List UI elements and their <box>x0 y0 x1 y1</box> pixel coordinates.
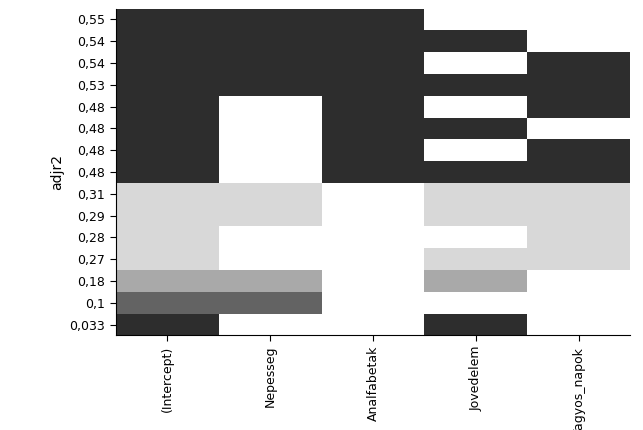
Bar <box>219 9 322 31</box>
Bar <box>322 205 424 227</box>
Bar <box>527 313 630 335</box>
Bar <box>322 270 424 292</box>
Bar <box>527 117 630 139</box>
Bar <box>116 292 219 313</box>
Bar <box>322 313 424 335</box>
Bar <box>322 117 424 139</box>
Bar <box>322 9 424 31</box>
Bar <box>322 248 424 270</box>
Bar <box>116 117 219 139</box>
Bar <box>322 139 424 161</box>
Bar <box>116 183 219 205</box>
Bar <box>322 74 424 96</box>
Bar <box>116 227 219 248</box>
Bar <box>116 31 219 52</box>
Bar <box>322 227 424 248</box>
Bar <box>116 74 219 96</box>
Bar <box>424 313 527 335</box>
Bar <box>219 227 322 248</box>
Bar <box>424 292 527 313</box>
Bar <box>424 52 527 74</box>
Bar <box>116 139 219 161</box>
Bar <box>424 205 527 227</box>
Bar <box>424 270 527 292</box>
Bar <box>322 31 424 52</box>
Bar <box>424 117 527 139</box>
Bar <box>219 161 322 183</box>
Bar <box>424 227 527 248</box>
Bar <box>116 270 219 292</box>
Bar <box>322 292 424 313</box>
Bar <box>527 52 630 74</box>
Bar <box>527 96 630 117</box>
Bar <box>527 161 630 183</box>
Bar <box>219 117 322 139</box>
Bar <box>219 248 322 270</box>
Bar <box>116 313 219 335</box>
Bar <box>424 74 527 96</box>
Bar <box>527 270 630 292</box>
Bar <box>219 183 322 205</box>
Bar <box>424 9 527 31</box>
Bar <box>424 96 527 117</box>
Bar <box>424 139 527 161</box>
Bar <box>116 248 219 270</box>
Bar <box>527 205 630 227</box>
Bar <box>219 270 322 292</box>
Bar <box>527 31 630 52</box>
Bar <box>219 205 322 227</box>
Bar <box>116 96 219 117</box>
Bar <box>219 31 322 52</box>
Bar <box>527 183 630 205</box>
Bar <box>424 161 527 183</box>
Bar <box>322 183 424 205</box>
Bar <box>219 52 322 74</box>
Bar <box>527 74 630 96</box>
Bar <box>219 139 322 161</box>
Bar <box>424 248 527 270</box>
Bar <box>219 74 322 96</box>
Bar <box>116 9 219 31</box>
Bar <box>322 96 424 117</box>
Y-axis label: adjr2: adjr2 <box>50 154 64 190</box>
Bar <box>219 96 322 117</box>
Bar <box>424 183 527 205</box>
Bar <box>527 139 630 161</box>
Bar <box>322 52 424 74</box>
Bar <box>219 292 322 313</box>
Bar <box>424 31 527 52</box>
Bar <box>527 248 630 270</box>
Bar <box>322 161 424 183</box>
Bar <box>527 9 630 31</box>
Bar <box>527 227 630 248</box>
Bar <box>219 313 322 335</box>
Bar <box>527 292 630 313</box>
Bar <box>116 161 219 183</box>
Bar <box>116 52 219 74</box>
Bar <box>116 205 219 227</box>
